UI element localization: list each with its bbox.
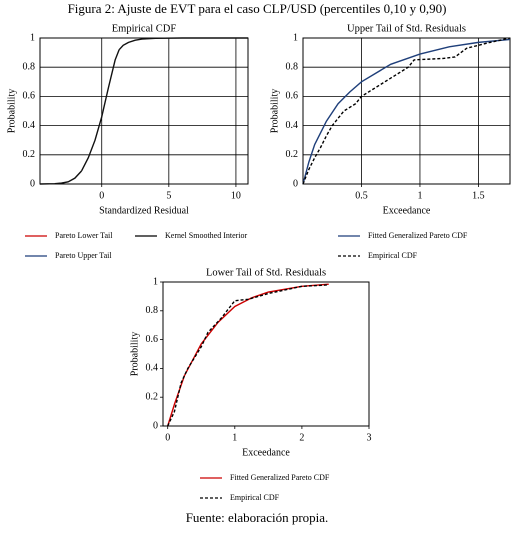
x-tick-label: 1.5 <box>472 190 485 201</box>
y-tick-label: 0.4 <box>23 120 36 131</box>
y-tick-label: 1 <box>153 276 158 287</box>
y-tick-label: 0.2 <box>23 149 36 160</box>
y-tick-label: 0.2 <box>146 391 159 402</box>
data-line <box>80 49 120 172</box>
legend-label: Pareto Lower Tail <box>55 231 113 240</box>
x-tick-label: 2 <box>299 432 304 443</box>
y-tick-label: 0.6 <box>286 91 299 102</box>
data-line <box>167 284 329 427</box>
x-tick-label: 3 <box>367 432 372 443</box>
y-tick-label: 0 <box>153 420 158 431</box>
y-tick-label: 1 <box>30 32 35 43</box>
x-tick-label: 0.5 <box>355 190 368 201</box>
y-axis-label: Probability <box>129 332 140 376</box>
figure-title: Figura 2: Ajuste de EVT para el caso CLP… <box>68 1 447 16</box>
plot-frame <box>162 281 370 427</box>
x-tick-label: 1 <box>417 190 422 201</box>
x-axis-label: Exceedance <box>383 205 431 216</box>
legend-label: Kernel Smoothed Interior <box>165 231 248 240</box>
y-tick-label: 0.6 <box>146 334 159 345</box>
data-line <box>302 37 511 185</box>
chart-title: Empirical CDF <box>112 23 177 34</box>
x-axis-label: Exceedance <box>242 447 290 458</box>
y-tick-label: 0.6 <box>23 91 36 102</box>
data-line <box>167 283 329 427</box>
legend-label: Empirical CDF <box>230 493 280 502</box>
legend-label: Fitted Generalized Pareto CDF <box>368 231 468 240</box>
plot-frame <box>39 37 249 185</box>
plot-frame <box>302 37 511 185</box>
y-axis-label: Probability <box>6 89 17 133</box>
y-tick-label: 0.8 <box>286 61 299 72</box>
x-tick-label: 0 <box>99 190 104 201</box>
x-tick-label: 10 <box>231 190 241 201</box>
y-tick-label: 0.2 <box>286 149 299 160</box>
legend-label: Empirical CDF <box>368 251 418 260</box>
y-tick-label: 0 <box>30 178 35 189</box>
x-axis-label: Standardized Residual <box>99 205 189 216</box>
legend-label: Pareto Upper Tail <box>55 251 112 260</box>
data-line <box>302 38 511 185</box>
y-tick-label: 0.8 <box>146 305 159 316</box>
x-tick-label: 5 <box>166 190 171 201</box>
x-tick-label: 1 <box>232 432 237 443</box>
chart-title: Lower Tail of Std. Residuals <box>206 267 326 278</box>
y-tick-label: 0.4 <box>286 120 299 131</box>
data-line <box>39 170 83 185</box>
y-tick-label: 0.4 <box>146 363 159 374</box>
source-note: Fuente: elaboración propia. <box>186 510 329 525</box>
legend-label: Fitted Generalized Pareto CDF <box>230 473 330 482</box>
chart-title: Upper Tail of Std. Residuals <box>347 23 466 34</box>
y-tick-label: 1 <box>293 32 298 43</box>
y-tick-label: 0 <box>293 178 298 189</box>
data-line <box>118 37 248 51</box>
y-axis-label: Probability <box>269 89 280 133</box>
x-tick-label: 0 <box>165 432 170 443</box>
y-tick-label: 0.8 <box>23 61 36 72</box>
